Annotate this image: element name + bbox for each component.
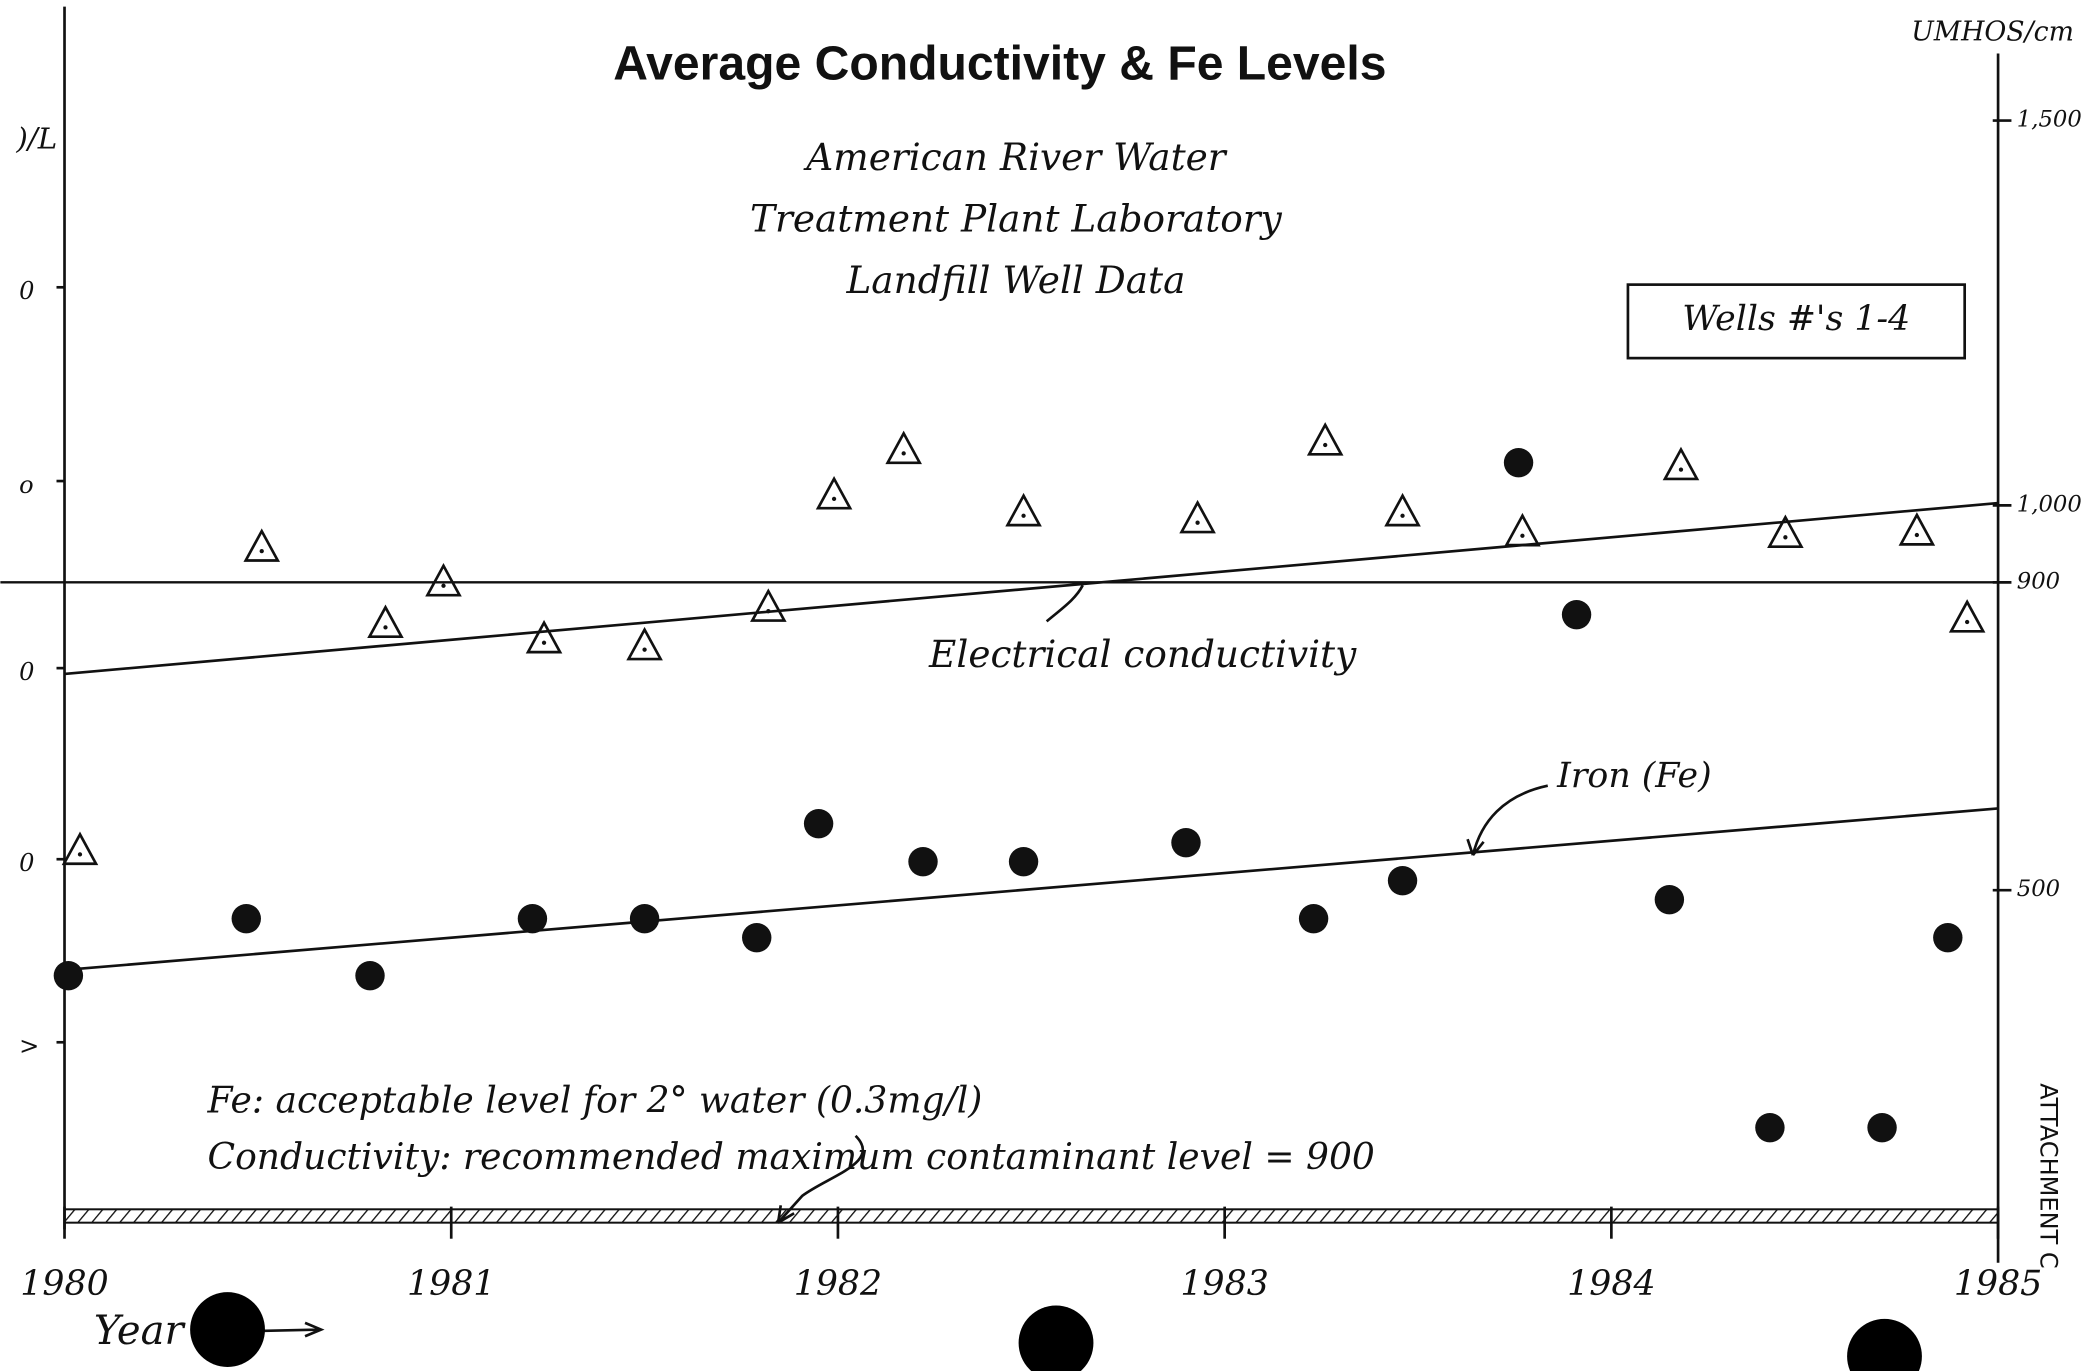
triangle-dot: [441, 583, 446, 588]
punch-hole: [1847, 1318, 1922, 1371]
annotation-arrow: [1045, 584, 1084, 623]
series-annotation: Electrical conductivity: [928, 632, 1357, 676]
chart-title: Average Conductivity & Fe Levels: [613, 37, 1386, 91]
punch-hole: [1018, 1305, 1094, 1371]
x-tick-label: 1983: [1180, 1264, 1268, 1304]
triangle-point: [626, 626, 663, 661]
x-tick-label: 1984: [1567, 1264, 1655, 1304]
trend-line: [64, 807, 1999, 972]
subtitle: Treatment Plant Laboratory: [750, 196, 1283, 240]
triangle-point: [243, 528, 281, 562]
legend-box: [1626, 283, 1967, 360]
triangle-dot: [901, 451, 906, 456]
y-tick-fragment: 0: [19, 849, 34, 877]
circle-point: [1755, 1112, 1785, 1143]
triangle-dot: [1400, 513, 1405, 518]
triangle-dot: [642, 647, 647, 652]
reference-band: [63, 1208, 2000, 1224]
triangle-point: [750, 588, 787, 622]
triangle-point: [1898, 512, 1936, 546]
subtitle: American River Water: [803, 135, 1228, 179]
x-tick-label: 1982: [794, 1264, 882, 1304]
triangle-dot: [1965, 619, 1970, 625]
y-tick-fragment: 0: [19, 277, 34, 305]
triangle-dot: [77, 852, 83, 857]
trend-line: [64, 501, 1999, 676]
triangle-dot: [1678, 467, 1684, 472]
series-annotation: Iron (Fe): [1556, 756, 1712, 796]
triangle-dot: [831, 496, 837, 501]
y-tick-fragment: o: [19, 471, 33, 499]
annotation-arrow: [1466, 784, 1549, 857]
triangle-point: [425, 562, 462, 597]
circle-point: [1503, 447, 1534, 478]
circle-point: [231, 903, 261, 934]
note: Fe: acceptable level for 2° water (0.3mg…: [206, 1080, 982, 1122]
triangle-point: [525, 619, 563, 654]
subtitle: Landfill Well Data: [845, 258, 1185, 302]
x-axis-label: Year: [94, 1308, 187, 1354]
triangle-point: [815, 475, 853, 510]
triangle-point: [1662, 446, 1700, 481]
triangle-point: [1948, 599, 1986, 633]
circle-point: [517, 903, 548, 934]
y-tick-fragment: 0: [19, 658, 34, 686]
circle-point: [355, 960, 385, 991]
circle-point: [803, 808, 834, 839]
attachment-label: ATTACHMENT C: [2035, 1083, 2063, 1269]
x-tick-label: 1980: [20, 1264, 108, 1304]
y2-tick-label: 1,500: [2017, 107, 2082, 133]
y-axis-label: )/L: [15, 121, 57, 155]
triangle-point: [885, 430, 922, 465]
triangle-point: [61, 831, 99, 866]
circle-point: [1654, 884, 1685, 915]
circle-point: [742, 922, 772, 953]
triangle-point: [1005, 492, 1042, 527]
circle-point: [629, 903, 660, 934]
circle-point: [53, 960, 84, 991]
triangle-dot: [259, 549, 264, 554]
punch-hole: [190, 1292, 265, 1367]
circle-point: [1298, 903, 1329, 934]
legend-box-label: Wells #'s 1-4: [1682, 299, 1910, 339]
triangle-point: [1504, 512, 1541, 547]
triangle-dot: [1914, 532, 1920, 538]
triangle-point: [1179, 499, 1216, 534]
y2-tick-label: 900: [2017, 568, 2060, 594]
x-tick-label: 1985: [1954, 1264, 2042, 1304]
triangle-point: [367, 604, 404, 639]
circle-point: [908, 846, 938, 877]
circle-point: [1008, 846, 1039, 877]
x-tick-label: 1981: [407, 1264, 495, 1304]
triangle-dot: [1520, 533, 1525, 538]
triangle-dot: [383, 625, 388, 630]
triangle-dot: [541, 640, 547, 645]
triangle-point: [1384, 492, 1421, 527]
triangle-point: [1767, 514, 1804, 549]
circle-point: [1561, 599, 1592, 630]
y2-tick-label: 500: [2017, 876, 2060, 902]
triangle-dot: [1783, 535, 1788, 540]
circle-point: [1171, 827, 1201, 858]
triangle-point: [1306, 422, 1344, 456]
y2-axis-label: UMHOS/cm: [1911, 16, 2074, 47]
triangle-dot: [1195, 520, 1200, 525]
note: Conductivity: recommended maximum contam…: [207, 1136, 1374, 1178]
y-tick-fragment: >: [19, 1032, 39, 1060]
triangle-dot: [1021, 513, 1026, 518]
circle-point: [1387, 865, 1418, 896]
triangle-dot: [1323, 442, 1328, 448]
y2-tick-label: 1,000: [2017, 491, 2082, 517]
circle-point: [1867, 1112, 1897, 1143]
triangle-dot: [766, 609, 771, 614]
circle-point: [1933, 922, 1963, 953]
